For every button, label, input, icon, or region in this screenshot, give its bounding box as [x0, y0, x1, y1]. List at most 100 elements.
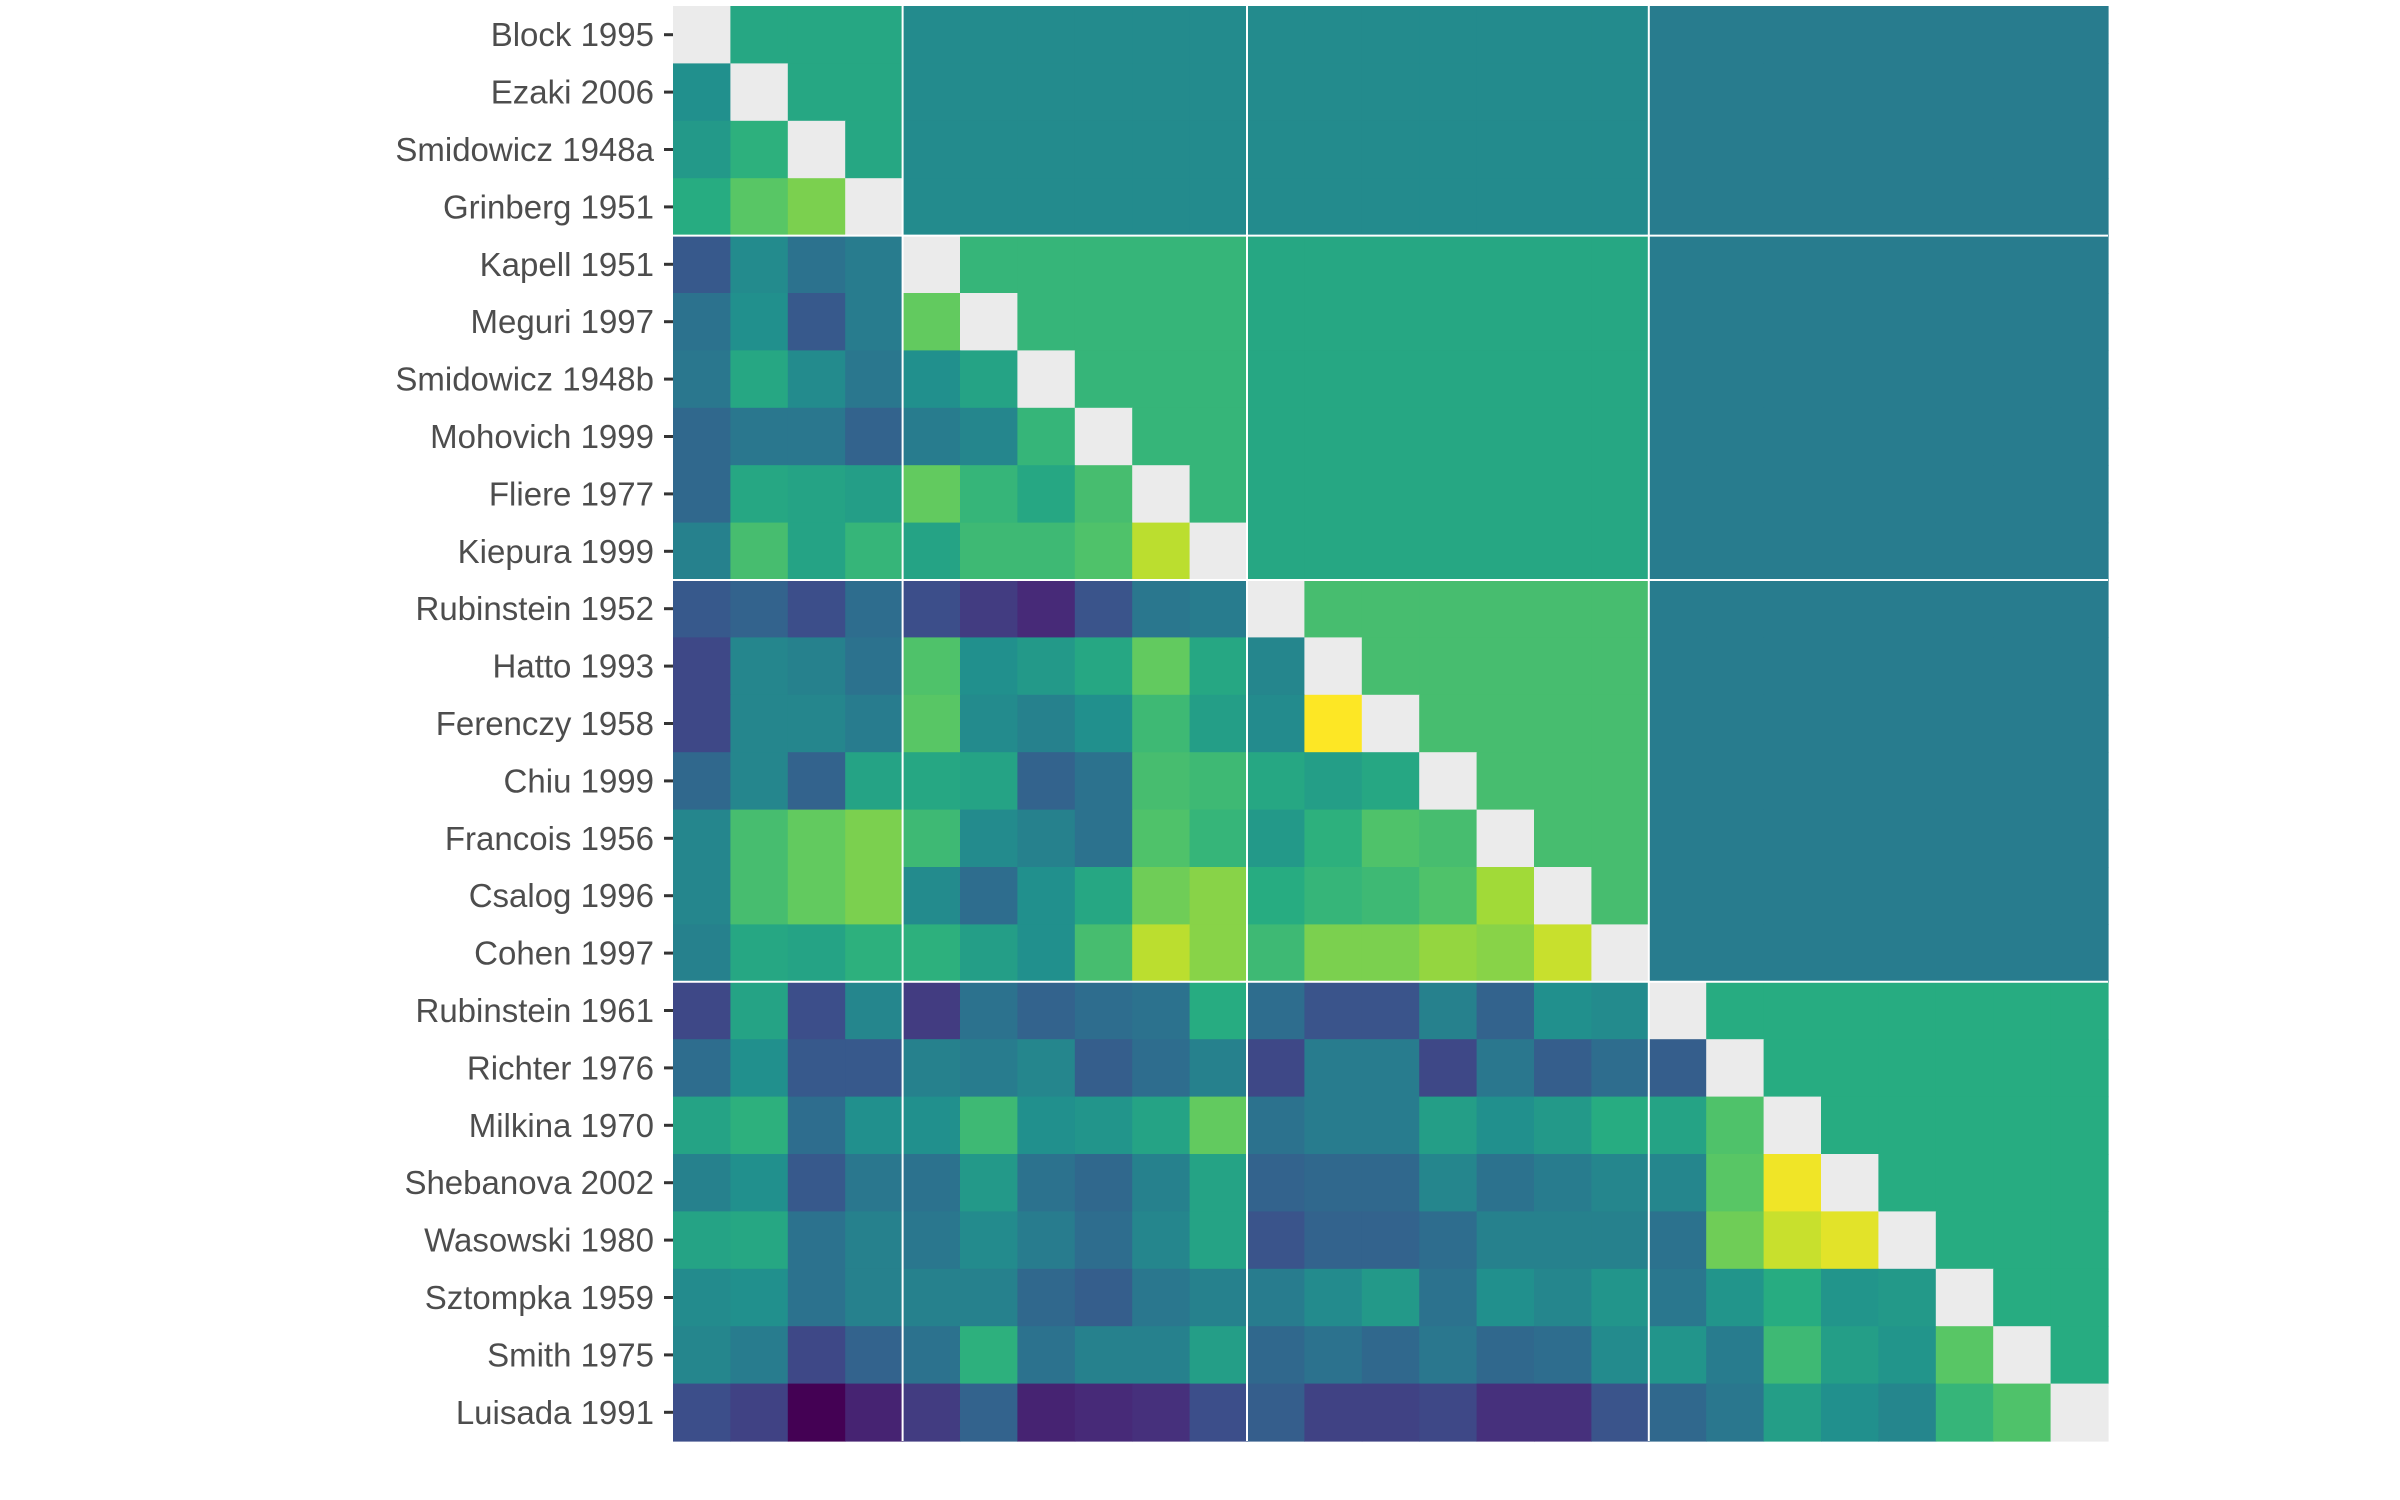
- y-tick-label: Ferenczy 1958: [436, 705, 654, 742]
- heatmap-cell: [1419, 293, 1478, 351]
- heatmap-cell: [1763, 867, 1822, 925]
- y-tick-label: Block 1995: [491, 16, 654, 53]
- heatmap-cell: [1935, 120, 1994, 179]
- heatmap-cell: [960, 63, 1018, 122]
- heatmap-cell: [1878, 752, 1937, 811]
- heatmap-cell: [1247, 1268, 1305, 1327]
- heatmap-cell: [1534, 522, 1592, 581]
- heatmap-cell: [1304, 981, 1363, 1040]
- heatmap-cell: [1993, 637, 2052, 696]
- heatmap-cell: [1821, 1096, 1879, 1155]
- heatmap-cell: [730, 1326, 789, 1385]
- heatmap-cell: [1304, 809, 1363, 868]
- y-tick-label: Smidowicz 1948b: [395, 361, 654, 398]
- heatmap-cell: [1534, 6, 1592, 64]
- heatmap-cell: [1821, 1383, 1879, 1442]
- heatmap-cell: [730, 407, 789, 466]
- heatmap-cell: [1017, 752, 1076, 811]
- heatmap-cell: [730, 293, 789, 351]
- heatmap-cell: [1935, 1039, 1994, 1098]
- heatmap-cell: [1821, 120, 1879, 179]
- heatmap-cell: [902, 924, 961, 983]
- heatmap-cell: [1591, 694, 1650, 753]
- heatmap-cell: [1189, 752, 1248, 811]
- heatmap-cell: [1074, 580, 1133, 638]
- heatmap-cell: [1591, 235, 1650, 294]
- heatmap-cell: [1706, 63, 1765, 122]
- heatmap-cell: [1706, 1268, 1765, 1327]
- heatmap-cell: [1361, 120, 1420, 179]
- heatmap-cell: [1017, 1383, 1076, 1442]
- heatmap-cell: [1361, 809, 1420, 868]
- heatmap-cell: [1935, 1096, 1994, 1155]
- heatmap-cell: [1706, 867, 1765, 925]
- heatmap-cell: [1878, 694, 1937, 753]
- y-axis-labels: Block 1995 Ezaki 2006 Smidowicz 1948a Grinb…: [395, 16, 654, 1431]
- y-tick-label: Wasowski 1980: [424, 1222, 654, 1259]
- heatmap-cell: [1304, 465, 1363, 524]
- heatmap-cell: [1017, 637, 1076, 696]
- heatmap-cell: [1935, 407, 1994, 466]
- heatmap-cell: [845, 1326, 904, 1385]
- heatmap-cell: [1591, 6, 1650, 64]
- heatmap-cell: [1304, 1268, 1363, 1327]
- heatmap-cell: [1935, 867, 1994, 925]
- heatmap-cell: [1534, 235, 1592, 294]
- heatmap-cell: [1534, 63, 1592, 122]
- heatmap-cell: [902, 1096, 961, 1155]
- heatmap-cell: [1361, 63, 1420, 122]
- heatmap-cell: [1304, 1383, 1363, 1442]
- heatmap-cell: [1074, 1268, 1133, 1327]
- heatmap-cell: [1763, 694, 1822, 753]
- heatmap-cell: [673, 63, 731, 122]
- heatmap-cell: [1591, 1211, 1650, 1270]
- heatmap-cell: [960, 752, 1018, 811]
- heatmap-cell: [1878, 1268, 1937, 1327]
- heatmap-cell: [845, 694, 904, 753]
- heatmap-cell: [1419, 981, 1478, 1040]
- heatmap-cell: [1074, 981, 1133, 1040]
- heatmap-cell: [1361, 924, 1420, 983]
- heatmap-cell: [1189, 465, 1248, 524]
- y-tick-label: Shebanova 2002: [404, 1164, 654, 1201]
- y-tick-label: Milkina 1970: [469, 1107, 654, 1144]
- heatmap-cell: [1935, 1211, 1994, 1270]
- heatmap-cell: [1017, 465, 1076, 524]
- heatmap-cell: [1132, 981, 1191, 1040]
- heatmap-cell: [1648, 637, 1707, 696]
- y-tick-label: Kapell 1951: [480, 246, 654, 283]
- heatmap-cell: [1419, 1326, 1478, 1385]
- heatmap-cell: [1993, 867, 2052, 925]
- heatmap-cell: [1648, 522, 1707, 581]
- heatmap-cell: [673, 637, 731, 696]
- heatmap-cell: [1074, 465, 1133, 524]
- heatmap-cell: [1706, 1326, 1765, 1385]
- heatmap-cell: [1304, 1154, 1363, 1212]
- heatmap-cell: [1361, 235, 1420, 294]
- heatmap-cell: [1935, 350, 1994, 409]
- heatmap-cell: [845, 1211, 904, 1270]
- diagonal-cell: [1247, 580, 1305, 638]
- heatmap-cell: [1591, 1096, 1650, 1155]
- heatmap-cell: [1419, 1154, 1478, 1212]
- heatmap-cell: [1074, 1326, 1133, 1385]
- y-tick-label: Smith 1975: [487, 1336, 654, 1373]
- heatmap-cell: [1189, 694, 1248, 753]
- heatmap-cell: [845, 981, 904, 1040]
- heatmap-cell: [1763, 235, 1822, 294]
- y-tick-label: Csalog 1996: [469, 877, 654, 914]
- heatmap-cell: [1935, 809, 1994, 868]
- heatmap-cell: [1821, 293, 1879, 351]
- heatmap-cell: [1017, 867, 1076, 925]
- heatmap-cell: [1591, 580, 1650, 638]
- heatmap-cell: [1017, 1326, 1076, 1385]
- heatmap-cell: [2050, 6, 2109, 64]
- heatmap-cell: [673, 1039, 731, 1098]
- heatmap-cell: [673, 1326, 731, 1385]
- heatmap-cell: [1017, 120, 1076, 179]
- heatmap-cell: [1591, 350, 1650, 409]
- heatmap-cell: [1993, 981, 2052, 1040]
- heatmap-cell: [1476, 350, 1535, 409]
- heatmap-cell: [1534, 1383, 1592, 1442]
- y-tick-label: Smidowicz 1948a: [395, 131, 654, 168]
